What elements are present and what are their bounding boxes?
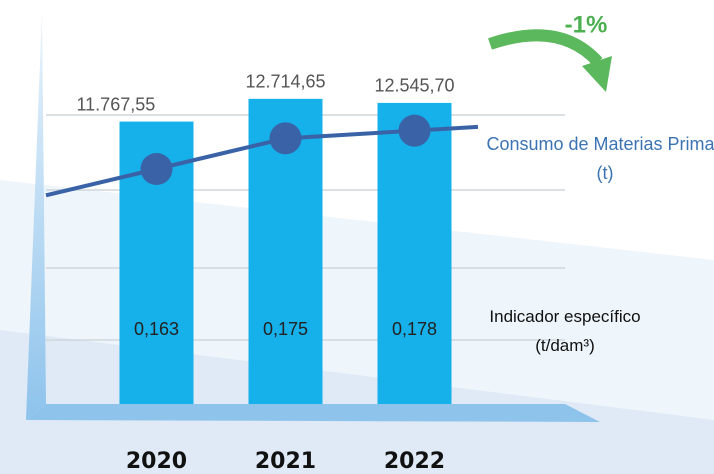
annotation: -1% [565,11,608,38]
legend-line: Indicador específico (t/dam³) [489,307,641,355]
line-point [269,122,302,155]
line-value-label: 0,163 [134,319,179,339]
x-tick-label: 2022 [384,449,445,474]
line-value-label: 0,175 [263,319,308,339]
bar-value-label: 11.767,55 [77,94,156,114]
x-tick-label: 2020 [126,449,187,474]
trend-arrow [488,29,603,67]
bar [377,102,452,404]
axis-frame [26,12,46,420]
line-value-label: 0,178 [392,319,437,339]
axis-frame [26,404,600,422]
bar-value-label: 12.714,65 [245,72,325,92]
line-point [140,153,173,185]
trend-arrow-head [582,56,612,92]
legend-bar: Consumo de Materias Primas (t) [486,134,714,183]
bar-value-label: 12.545,70 [374,76,454,96]
x-tick-label: 2021 [255,449,316,474]
line-point [398,114,431,147]
line-extension [45,167,157,198]
